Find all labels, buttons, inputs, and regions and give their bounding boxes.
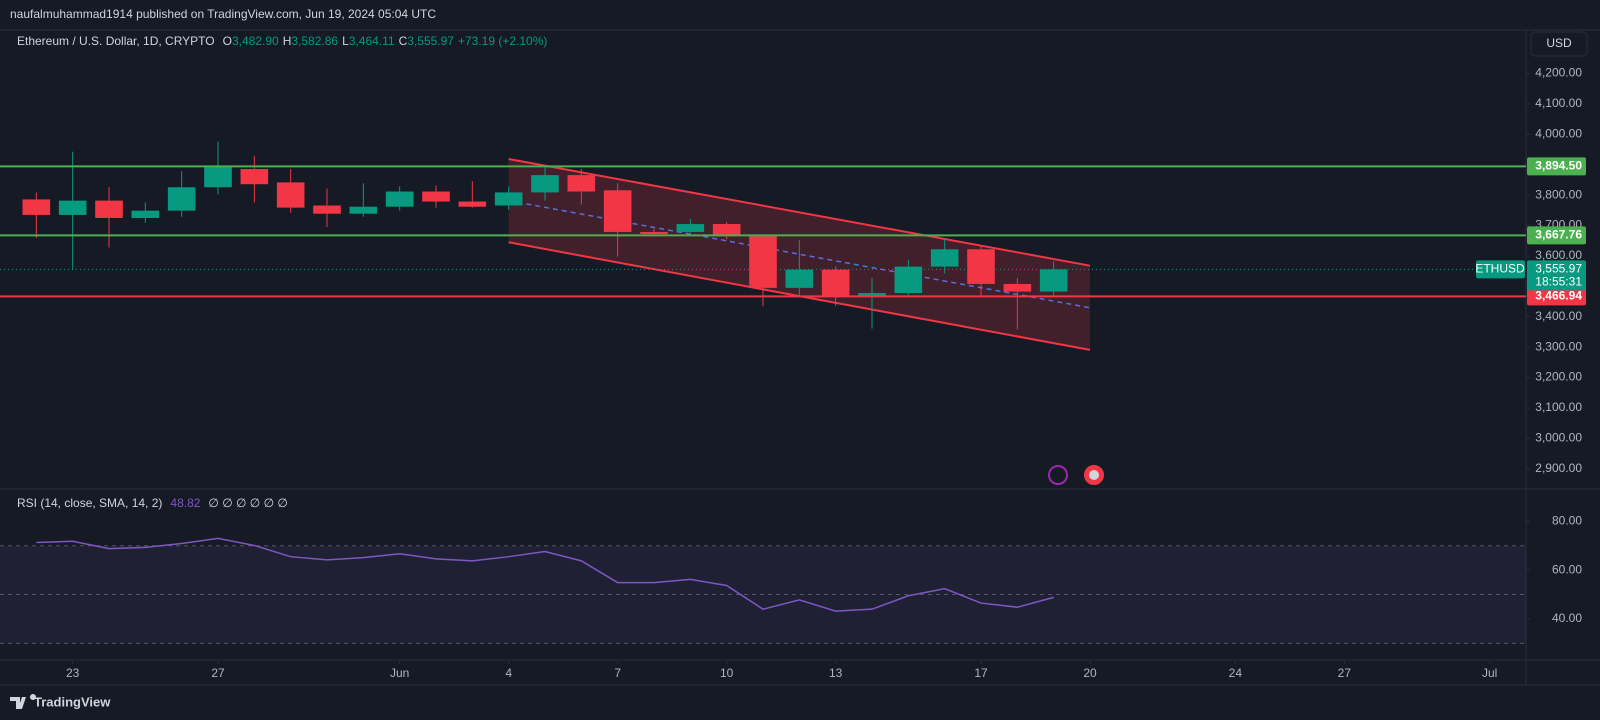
- x-tick-label: 20: [1083, 666, 1097, 680]
- x-tick-label: 13: [829, 666, 843, 680]
- candle-body: [785, 269, 814, 288]
- legend-value: 3,464.11: [349, 34, 395, 48]
- rsi-line: [36, 537, 1054, 612]
- candle-body: [567, 175, 596, 192]
- legend-value: 3,582.86: [291, 34, 338, 48]
- legend-key: C: [399, 34, 408, 48]
- candle-body: [640, 231, 668, 235]
- x-tick-label: 17: [974, 666, 988, 680]
- candle-body: [676, 224, 705, 232]
- y-tick-label: 4,100.00: [1535, 96, 1582, 110]
- y-tick-label: 4,200.00: [1535, 66, 1582, 80]
- y-tick-label: 3,800.00: [1535, 187, 1582, 201]
- rsi-label: RSI (14, close, SMA, 14, 2): [17, 496, 162, 510]
- y-tick-label: 3,200.00: [1535, 370, 1582, 384]
- level-label-box: [1527, 287, 1586, 306]
- channel-upper: [508, 158, 1091, 267]
- event-icon-inner: [1089, 470, 1099, 480]
- legend-value: 3,555.97: [407, 34, 454, 48]
- candle-body: [349, 206, 378, 214]
- x-tick-label: Jun: [390, 666, 409, 680]
- candle-body: [204, 166, 232, 188]
- x-tick-label: 10: [720, 666, 734, 680]
- candle-body: [240, 169, 269, 185]
- level-label-box: [1527, 157, 1586, 176]
- candle-body: [749, 236, 777, 288]
- level-label: 3,466.94: [1535, 289, 1582, 303]
- level-label: 3,667.76: [1535, 228, 1582, 242]
- event-icons: [1048, 465, 1104, 485]
- legend-key: H: [283, 34, 292, 48]
- candle-body: [95, 200, 123, 218]
- legend-key: L: [342, 34, 349, 48]
- level-label: 3,894.50: [1535, 159, 1582, 173]
- legend-key: O: [223, 34, 232, 48]
- x-tick-label: 24: [1229, 666, 1243, 680]
- candle-body: [22, 199, 51, 215]
- price-pane: [0, 141, 1526, 351]
- x-tick-label: 27: [1338, 666, 1352, 680]
- candle-body: [712, 224, 741, 237]
- y-tick-label: 3,400.00: [1535, 309, 1582, 323]
- rsi-legend: RSI (14, close, SMA, 14, 2) 48.82 ∅ ∅ ∅ ∅ …: [17, 496, 288, 510]
- candle-body: [494, 192, 523, 206]
- currency[interactable]: USD: [1546, 36, 1572, 50]
- currency-button[interactable]: [1530, 31, 1588, 57]
- candle-body: [531, 175, 559, 193]
- candle-body: [385, 191, 414, 207]
- symbol-label: ETHUSD: [1475, 262, 1525, 276]
- y-tick-label: 3,000.00: [1535, 431, 1582, 445]
- y-tick-label: 3,600.00: [1535, 248, 1582, 262]
- candle-body: [313, 205, 341, 214]
- candle-body: [821, 269, 850, 297]
- legend-symbol: Ethereum / U.S. Dollar, 1D, CRYPTO: [17, 34, 215, 48]
- event-icon[interactable]: [1048, 465, 1068, 485]
- brand-logo: [10, 694, 36, 709]
- published-line: naufalmuhammad1914 published on TradingV…: [10, 7, 436, 21]
- x-tick-label: Jul: [1482, 666, 1497, 680]
- overlay: Ethereum / U.S. Dollar, 1D, CRYPTO O3,482…: [17, 34, 1586, 680]
- y-tick-label: 40.00: [1552, 611, 1582, 625]
- y-tick-label: 80.00: [1552, 513, 1582, 527]
- level-label-box: [1527, 226, 1586, 245]
- rsi-value: 48.82: [170, 496, 200, 510]
- rsi-extras: ∅ ∅ ∅ ∅ ∅ ∅: [208, 496, 287, 510]
- candle-body: [858, 293, 886, 297]
- candle-body: [422, 191, 450, 202]
- x-tick-label: 23: [66, 666, 80, 680]
- x-tick-label: 27: [211, 666, 225, 680]
- rsi-pane: [0, 537, 1526, 644]
- y-tick-label: 3,100.00: [1535, 400, 1582, 414]
- candle-body: [603, 190, 632, 232]
- candle-body: [1039, 269, 1068, 292]
- y-tick-label: 60.00: [1552, 562, 1582, 576]
- legend: Ethereum / U.S. Dollar, 1D, CRYPTO O3,482…: [17, 34, 547, 48]
- candle-body: [131, 210, 160, 218]
- y-tick-label: 3,300.00: [1535, 339, 1582, 353]
- last-price-box: [1527, 260, 1586, 291]
- candle-body: [930, 249, 959, 267]
- candle-body: [276, 182, 305, 208]
- legend-change: +73.19 (+2.10%): [458, 34, 547, 48]
- y-tick-label: 4,000.00: [1535, 127, 1582, 141]
- last-price-label: 3,555.97: [1535, 262, 1582, 276]
- x-tick-label: 7: [614, 666, 621, 680]
- candle-body: [58, 200, 87, 215]
- brand: TradingView: [34, 694, 111, 709]
- candle-body: [967, 249, 995, 284]
- y-tick-label: 2,900.00: [1535, 461, 1582, 475]
- candle-body: [458, 201, 487, 207]
- symbol-box: [1476, 260, 1525, 279]
- candle-body: [894, 266, 923, 294]
- candle-body: [1003, 283, 1032, 292]
- x-tick-label: 4: [505, 666, 512, 680]
- candle-body: [167, 187, 196, 211]
- countdown: 18:55:31: [1535, 275, 1582, 289]
- legend-value: 3,482.90: [232, 34, 279, 48]
